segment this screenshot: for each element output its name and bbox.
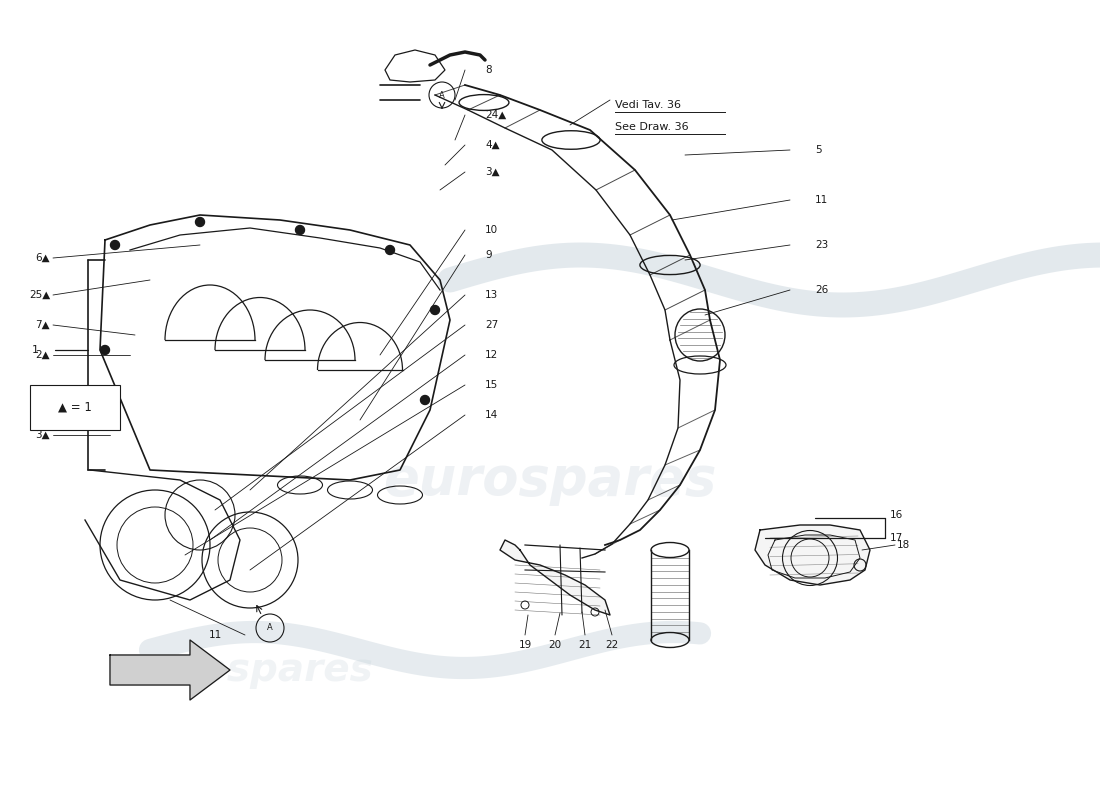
Text: 11: 11 xyxy=(815,195,828,205)
Text: 13: 13 xyxy=(485,290,498,300)
FancyBboxPatch shape xyxy=(30,385,120,430)
Text: See Draw. 36: See Draw. 36 xyxy=(615,122,689,132)
Circle shape xyxy=(420,395,429,405)
Circle shape xyxy=(196,218,205,226)
Text: 9: 9 xyxy=(485,250,492,260)
Circle shape xyxy=(296,226,305,234)
Polygon shape xyxy=(755,525,870,585)
Text: 16: 16 xyxy=(890,510,903,520)
Text: 8: 8 xyxy=(485,65,492,75)
Text: 11: 11 xyxy=(208,630,221,640)
Text: 23: 23 xyxy=(815,240,828,250)
Text: A: A xyxy=(267,623,273,633)
Text: 3▲: 3▲ xyxy=(35,430,50,440)
Text: 5: 5 xyxy=(815,145,822,155)
Text: 18: 18 xyxy=(896,540,911,550)
Polygon shape xyxy=(110,640,230,700)
Text: A: A xyxy=(439,90,444,99)
Text: 21: 21 xyxy=(579,640,592,650)
Text: 3▲: 3▲ xyxy=(485,167,499,177)
Text: 15: 15 xyxy=(485,380,498,390)
Text: 10: 10 xyxy=(485,225,498,235)
Text: 20: 20 xyxy=(549,640,562,650)
Text: eurospares: eurospares xyxy=(383,454,717,506)
Text: 6▲: 6▲ xyxy=(35,253,50,263)
Text: 4▲: 4▲ xyxy=(485,140,499,150)
Text: 26: 26 xyxy=(815,285,828,295)
Text: eurospares: eurospares xyxy=(128,651,373,689)
Polygon shape xyxy=(500,540,610,615)
Circle shape xyxy=(110,241,120,250)
Circle shape xyxy=(100,346,110,354)
Text: 27: 27 xyxy=(485,320,498,330)
Text: 7▲: 7▲ xyxy=(35,320,50,330)
Text: ▲ = 1: ▲ = 1 xyxy=(58,401,92,414)
Text: 25▲: 25▲ xyxy=(29,290,50,300)
Text: 17: 17 xyxy=(890,533,903,543)
Text: 22: 22 xyxy=(605,640,618,650)
Text: 14: 14 xyxy=(485,410,498,420)
Text: 12: 12 xyxy=(485,350,498,360)
Text: 1: 1 xyxy=(32,345,39,355)
Text: Vedi Tav. 36: Vedi Tav. 36 xyxy=(615,100,681,110)
Text: 24▲: 24▲ xyxy=(485,110,506,120)
Circle shape xyxy=(430,306,440,314)
Text: 2▲: 2▲ xyxy=(35,350,50,360)
Text: 4▲: 4▲ xyxy=(35,395,50,405)
Circle shape xyxy=(385,246,395,254)
Text: 19: 19 xyxy=(518,640,531,650)
